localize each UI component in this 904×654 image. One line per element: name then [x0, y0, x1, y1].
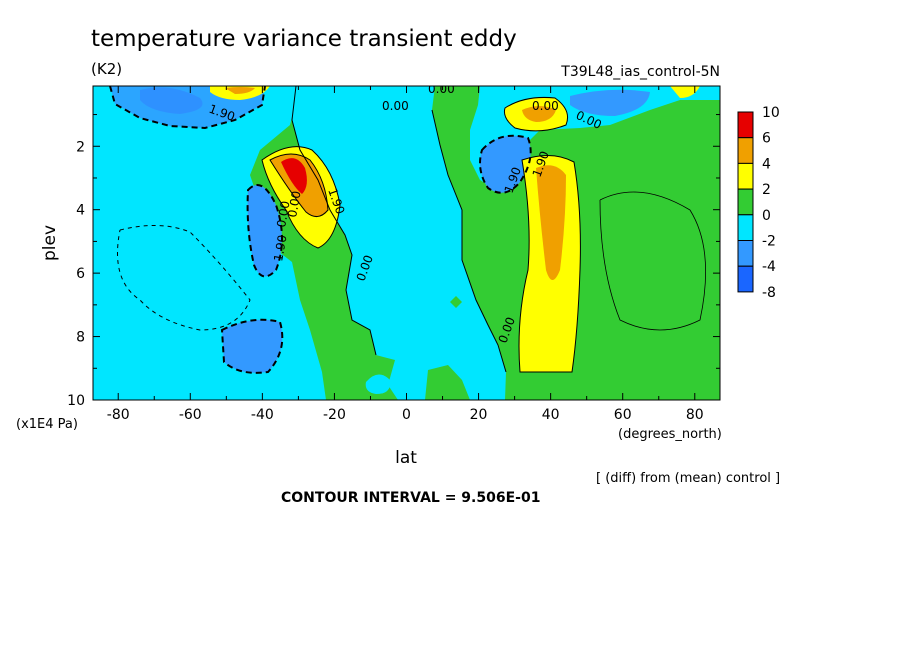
- colorbar-label: -2: [762, 234, 776, 250]
- x-axis-label: lat: [395, 448, 417, 468]
- y-axis-label: plev: [40, 225, 60, 261]
- x-tick-label: 20: [470, 407, 488, 423]
- diff-note: [ (diff) from (mean) control ]: [596, 471, 780, 486]
- nh-mid-blue: [480, 135, 531, 193]
- colorbar-label: 6: [762, 131, 771, 147]
- sh-jet-red: [281, 158, 307, 194]
- x-tick-label: 80: [686, 407, 704, 423]
- nh-column-orange: [536, 165, 566, 280]
- y-tick-label: 10: [67, 393, 85, 409]
- colorbar-label: 4: [762, 156, 771, 172]
- x-tick-label: -60: [179, 407, 202, 423]
- colorbar: 10 6 4 2 0 -2 -4 -8: [737, 105, 780, 301]
- colorbar-swatch: [737, 214, 754, 242]
- y-tick-label: 4: [76, 203, 85, 219]
- colorbar-swatch: [737, 111, 754, 139]
- y-tick-label: 2: [76, 139, 85, 155]
- x-tick-label: -80: [107, 407, 130, 423]
- sh-upper-orange: [225, 87, 255, 94]
- contour-interval: CONTOUR INTERVAL = 9.506E-01: [281, 490, 540, 506]
- contour-label: 0.00: [532, 99, 559, 113]
- chart-title: temperature variance transient eddy: [91, 26, 517, 52]
- x-axis: -80 -60 -40 -20 0 20 40 60 80: [107, 86, 704, 423]
- contour-label: 0.00: [382, 99, 409, 113]
- colorbar-swatch: [737, 188, 754, 216]
- x-tick-label: -40: [251, 407, 274, 423]
- colorbar-label: 2: [762, 182, 771, 198]
- colorbar-label: 0: [762, 208, 771, 224]
- run-label: T39L48_ias_control-5N: [560, 64, 720, 80]
- y-tick-label: 8: [76, 330, 85, 346]
- contour-lines: [109, 86, 707, 374]
- contour-label: 0.00: [274, 200, 292, 229]
- x-axis-units: (degrees_north): [618, 427, 722, 442]
- x-tick-label: 40: [542, 407, 560, 423]
- green-island: [450, 296, 462, 308]
- colorbar-label: -8: [762, 285, 776, 301]
- colorbar-label: -4: [762, 259, 776, 275]
- nh-corner-yellow: [670, 86, 700, 98]
- cyan-pool: [365, 374, 391, 394]
- y-axis: 2 4 6 8 10: [67, 114, 720, 409]
- y-tick-label: 6: [76, 266, 85, 282]
- contour-label: 1.90: [271, 234, 289, 263]
- nh-upper-blue: [570, 89, 650, 116]
- colorbar-swatch: [737, 162, 754, 190]
- x-tick-label: 60: [614, 407, 632, 423]
- colorbar-label: 10: [762, 105, 780, 121]
- colorbar-swatch: [737, 265, 754, 293]
- colorbar-swatch: [737, 137, 754, 164]
- colorbar-swatch: [737, 240, 754, 267]
- contour-field: 0.00 0.00 0.00 1.90 1.90 0.00 0.00 1.90 …: [93, 82, 720, 400]
- nh-upper-orange: [522, 106, 556, 122]
- sh-lower-blue: [222, 319, 283, 373]
- contour-label: 0.00: [428, 82, 455, 96]
- y-axis-units: (x1E4 Pa): [16, 417, 78, 432]
- x-tick-label: 0: [402, 407, 411, 423]
- contour-label: 0.00: [285, 190, 303, 219]
- sh-mid-blue: [247, 185, 282, 277]
- x-tick-label: -20: [323, 407, 346, 423]
- units-label: (K2): [91, 60, 122, 78]
- tropics-cyan-region: [292, 86, 506, 400]
